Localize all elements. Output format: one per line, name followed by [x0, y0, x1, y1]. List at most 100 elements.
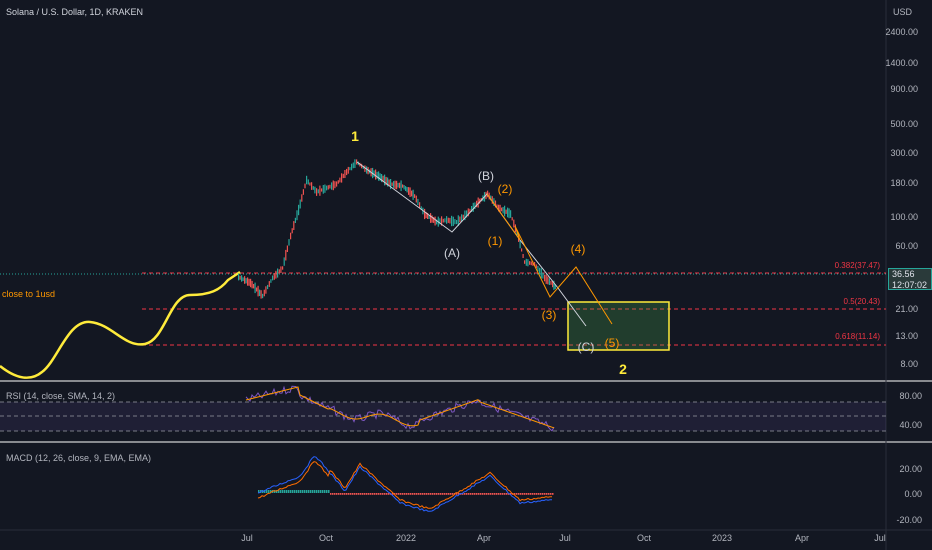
candle: [239, 275, 241, 280]
candle: [299, 199, 301, 209]
date-axis-label: Apr: [794, 533, 810, 543]
candle: [446, 216, 448, 224]
candle: [388, 179, 390, 187]
macd-bar: [414, 493, 416, 495]
macd-bar: [514, 493, 516, 495]
candle: [457, 215, 459, 226]
price-axis-label: 21.00: [895, 304, 918, 314]
candle: [469, 208, 471, 213]
macd-bar: [378, 493, 380, 495]
candle: [294, 217, 296, 223]
candle: [317, 189, 319, 194]
wave-c-label: (C): [577, 340, 595, 354]
candle: [471, 206, 473, 212]
macd-bar: [326, 490, 328, 493]
macd-bar: [474, 493, 476, 495]
macd-bar: [464, 493, 466, 495]
candle: [491, 196, 493, 204]
candle: [257, 285, 259, 297]
macd-bar: [336, 493, 338, 495]
macd-bar: [354, 493, 356, 495]
date-axis-label: Jul: [559, 533, 571, 543]
candle: [288, 239, 290, 246]
macd-bar: [408, 493, 410, 495]
candle: [442, 218, 444, 223]
macd-bar: [524, 493, 526, 495]
macd-bar: [458, 493, 460, 495]
candle: [334, 181, 336, 189]
candle: [402, 184, 404, 188]
macd-bar: [368, 493, 370, 495]
candle: [441, 216, 443, 226]
candle: [433, 217, 435, 223]
candle: [324, 184, 326, 193]
candle: [244, 276, 246, 284]
macd-bar: [450, 493, 452, 495]
current-price-value: 36.56: [892, 269, 915, 279]
macd-bar: [332, 493, 334, 495]
macd-bar: [266, 490, 268, 493]
candle: [263, 289, 265, 297]
candle: [521, 248, 523, 252]
rsi-title[interactable]: RSI (14, close, SMA, 14, 2): [6, 391, 116, 401]
wave-b-label: (B): [478, 169, 494, 183]
candle: [379, 173, 381, 181]
candle: [487, 190, 489, 198]
macd-bar: [288, 490, 290, 493]
macd-bar: [440, 493, 442, 495]
macd-bar: [318, 490, 320, 493]
macd-title[interactable]: MACD (12, 26, close, 9, EMA, EMA): [6, 453, 152, 463]
macd-bar: [522, 493, 524, 495]
date-axis-label: Oct: [636, 533, 652, 543]
candle: [327, 185, 329, 190]
candle: [552, 280, 554, 288]
candle: [286, 245, 288, 252]
macd-bar: [374, 493, 376, 495]
candle: [278, 269, 280, 274]
candle: [415, 195, 417, 203]
candle: [411, 190, 413, 197]
candle: [490, 195, 492, 201]
candle: [534, 262, 536, 266]
date-axis-label: Jul: [241, 533, 253, 543]
candle: [391, 182, 393, 186]
candle: [505, 209, 507, 214]
macd-bar: [396, 493, 398, 495]
candle: [301, 194, 303, 202]
macd-bar: [546, 493, 548, 495]
macd-histogram: [258, 490, 554, 495]
candle: [349, 167, 351, 171]
wave-c-extension: [557, 287, 587, 327]
macd-bar: [348, 493, 350, 495]
current-price-badge: 36.56 12:07:02: [888, 268, 932, 290]
macd-signal-line: [257, 461, 553, 509]
macd-bar: [308, 490, 310, 493]
candle: [462, 214, 464, 219]
candle: [378, 171, 380, 181]
candle: [472, 202, 474, 212]
macd-bar: [540, 493, 542, 495]
macd-bar: [306, 490, 308, 493]
candle: [400, 180, 402, 192]
macd-bar: [276, 490, 278, 493]
candle: [542, 272, 544, 279]
price-axis-label: 13.00: [895, 331, 918, 341]
candle: [409, 187, 411, 197]
candle: [530, 261, 532, 266]
candle: [420, 206, 422, 210]
candle: [302, 189, 304, 195]
candle: [529, 261, 531, 265]
candle: [293, 221, 295, 230]
candle: [346, 168, 348, 176]
macd-bar: [262, 490, 264, 493]
macd-bar: [352, 493, 354, 495]
macd-bar: [286, 490, 288, 493]
candle: [250, 278, 252, 288]
candle: [306, 175, 308, 185]
candle: [412, 189, 414, 200]
candle: [311, 182, 313, 190]
macd-axis-label: 0.00: [904, 489, 922, 499]
macd-bar: [444, 493, 446, 495]
candle: [434, 216, 436, 226]
